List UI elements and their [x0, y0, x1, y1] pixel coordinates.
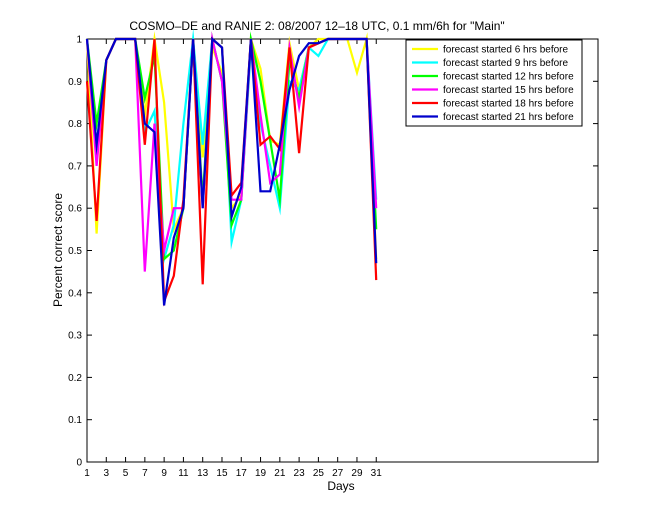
x-tick-label: 25	[313, 468, 325, 479]
x-tick-label: 31	[371, 468, 383, 479]
legend-label-4: forecast started 15 hrs before	[443, 85, 574, 96]
y-tick-label: 0.6	[68, 204, 82, 215]
y-tick-label: 0.2	[68, 373, 82, 384]
y-tick-label: 0	[76, 458, 82, 469]
x-tick-label: 29	[351, 468, 363, 479]
y-tick-label: 1	[76, 35, 82, 46]
x-tick-label: 23	[294, 468, 306, 479]
y-tick-label: 0.5	[68, 246, 82, 257]
plot-area: 00.10.20.30.40.50.60.70.80.911 3 5 7 9 11 13 15…	[68, 28, 599, 479]
legend-label-2: forecast started 9 hrs before	[443, 58, 569, 69]
x-axis-label: Days	[327, 479, 354, 493]
y-tick-label: 0.8	[68, 119, 82, 130]
y-tick-label: 0.7	[68, 161, 82, 172]
x-tick-label: 5	[123, 468, 129, 479]
legend-label-1: forecast started 6 hrs before	[443, 45, 569, 56]
x-tick-label: 21	[274, 468, 286, 479]
y-tick-label: 0.1	[68, 415, 82, 426]
legend-label-5: forecast started 18 hrs before	[443, 99, 574, 110]
legend-label-6: forecast started 21 hrs before	[443, 112, 574, 123]
x-tick-label: 19	[255, 468, 267, 479]
x-tick-label: 15	[216, 468, 228, 479]
legend-box	[405, 39, 583, 127]
y-tick-label: 0.9	[68, 77, 82, 88]
x-tick-label: 3	[104, 468, 110, 479]
x-tick-label: 9	[161, 468, 167, 479]
x-tick-label: 27	[332, 468, 344, 479]
x-tick-label: 13	[197, 468, 209, 479]
series-line-6	[85, 36, 378, 306]
legend-label-3: forecast started 12 hrs before	[443, 72, 574, 83]
x-tick-label: 17	[236, 468, 248, 479]
x-tick-label: 11	[178, 468, 189, 479]
chart-title: COSMO–DE and RANIE 2: 08/2007 12–18 UTC,…	[129, 19, 504, 33]
legend: forecast started 6 hrs before forecast st…	[405, 39, 583, 127]
y-tick-label: 0.3	[68, 331, 82, 342]
x-tick-label: 1	[84, 468, 90, 479]
y-tick-label: 0.4	[68, 288, 82, 299]
x-tick-label: 7	[142, 468, 148, 479]
y-axis-label: Percent correct score	[51, 193, 65, 307]
